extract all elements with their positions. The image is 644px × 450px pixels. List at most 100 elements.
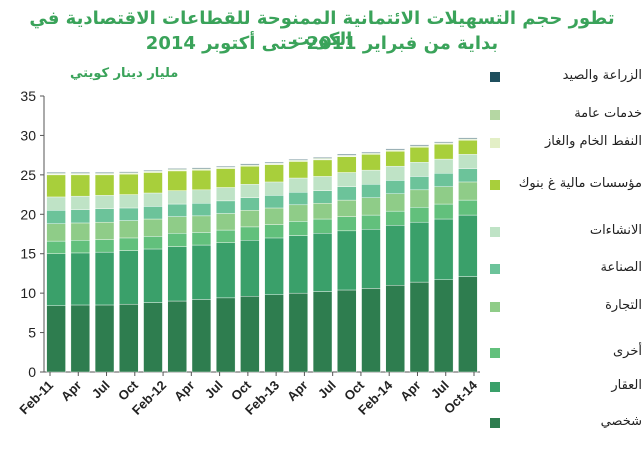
bar-segment bbox=[70, 174, 90, 197]
bar-segment bbox=[288, 177, 308, 193]
bar-segment bbox=[385, 210, 405, 226]
bar-segment bbox=[361, 288, 381, 373]
bar-segment bbox=[240, 165, 260, 185]
bar-segment bbox=[191, 167, 212, 169]
unit-label: مليار دينار كويتي bbox=[70, 66, 179, 81]
bar-segment bbox=[167, 170, 187, 191]
bar-segment bbox=[385, 285, 405, 373]
bar-segment bbox=[119, 303, 139, 373]
bar-segment bbox=[94, 251, 115, 306]
bar-segment bbox=[337, 186, 357, 201]
bar-segment bbox=[264, 224, 284, 239]
legend-label: التجارة bbox=[605, 298, 642, 313]
bar-segment bbox=[70, 209, 90, 224]
legend-swatch bbox=[490, 72, 500, 82]
y-tick-label: 10 bbox=[20, 285, 36, 301]
bar-segment bbox=[119, 220, 139, 239]
bar-segment bbox=[288, 221, 308, 236]
legend-item: أخرى bbox=[486, 344, 642, 364]
bar-segment bbox=[94, 172, 115, 174]
bar-segment bbox=[312, 176, 333, 191]
bar-segment bbox=[434, 143, 454, 160]
legend-label: أخرى bbox=[613, 344, 642, 359]
bar-segment bbox=[337, 154, 357, 156]
bar-segment bbox=[191, 215, 212, 233]
bar-segment bbox=[361, 229, 381, 289]
bar-segment bbox=[143, 172, 163, 194]
bar-segment bbox=[385, 225, 405, 286]
bar-segment bbox=[264, 195, 284, 209]
legend-item: الزراعة والصيد bbox=[486, 68, 642, 88]
bar-segment bbox=[143, 302, 163, 373]
bar-segment bbox=[143, 236, 163, 250]
bar-segment bbox=[409, 206, 430, 223]
legend-swatch bbox=[490, 180, 500, 190]
bar-segment bbox=[46, 172, 66, 174]
bar-segment bbox=[119, 194, 139, 209]
bar-segment bbox=[167, 300, 187, 373]
bar-segment bbox=[458, 154, 478, 169]
bar-segment bbox=[312, 190, 333, 204]
bar-segment bbox=[143, 192, 163, 207]
y-tick-label: 0 bbox=[28, 364, 36, 380]
bar-segment bbox=[434, 203, 454, 220]
bar-segment bbox=[385, 150, 405, 167]
x-tick-label: Jul bbox=[89, 378, 113, 402]
y-tick-label: 15 bbox=[20, 246, 36, 262]
bar-segment bbox=[46, 253, 66, 306]
bar-segment bbox=[191, 203, 212, 217]
bar-segment bbox=[216, 187, 236, 202]
legend-item: الانشاءات bbox=[486, 223, 642, 243]
bar-segment bbox=[361, 169, 381, 185]
x-tick-label: Feb-11 bbox=[16, 378, 56, 418]
bar-segment bbox=[264, 181, 284, 196]
bar-segment bbox=[167, 203, 187, 217]
legend-label: خدمات عامة bbox=[574, 106, 642, 121]
bar-segment bbox=[70, 222, 90, 241]
x-tick-label: Jul bbox=[202, 378, 226, 402]
legend-swatch bbox=[490, 302, 500, 312]
bar-segment bbox=[94, 221, 115, 240]
bar-segment bbox=[143, 248, 163, 303]
bar-segment bbox=[167, 168, 187, 170]
bar-segment bbox=[458, 276, 478, 373]
bar-segment bbox=[216, 213, 236, 231]
bar-segment bbox=[264, 162, 284, 164]
bar-segment bbox=[94, 195, 115, 209]
bar-segment bbox=[264, 294, 284, 373]
x-tick-label: Jul bbox=[315, 378, 339, 402]
bar-segment bbox=[264, 164, 284, 183]
bar-segment bbox=[288, 161, 308, 179]
bar-segment bbox=[240, 197, 260, 211]
bar-segment bbox=[143, 206, 163, 220]
bar-segment bbox=[167, 216, 187, 234]
bar-segment bbox=[288, 292, 308, 373]
legend-label: الصناعة bbox=[600, 260, 642, 275]
bar-segment bbox=[264, 207, 284, 225]
y-tick-label: 20 bbox=[20, 206, 36, 222]
bar-segment bbox=[312, 159, 333, 177]
bar-segment bbox=[434, 158, 454, 174]
bar-segment bbox=[119, 207, 139, 221]
bar-segment bbox=[361, 154, 381, 171]
bar-segment bbox=[409, 281, 430, 373]
bar-segment bbox=[94, 239, 115, 253]
bar-segment bbox=[385, 148, 405, 150]
bar-segment bbox=[94, 304, 115, 373]
legend-label: النفط الخام والغاز bbox=[544, 134, 642, 149]
x-tick-label: Apr bbox=[171, 378, 197, 404]
bar-segment bbox=[409, 176, 430, 191]
bar-segment bbox=[337, 199, 357, 217]
bar-segment bbox=[46, 240, 66, 254]
legend-item: مؤسسات مالية غ بنوك bbox=[486, 176, 642, 196]
bar-segment bbox=[458, 168, 478, 183]
bar-segment bbox=[409, 147, 430, 163]
bar-segment bbox=[312, 233, 333, 292]
bar-segment bbox=[409, 144, 430, 146]
bar-segment bbox=[70, 195, 90, 210]
legend-item: خدمات عامة bbox=[486, 106, 642, 126]
bar-segment bbox=[288, 192, 308, 206]
bar-segment bbox=[191, 244, 212, 300]
bar-segment bbox=[216, 229, 236, 243]
